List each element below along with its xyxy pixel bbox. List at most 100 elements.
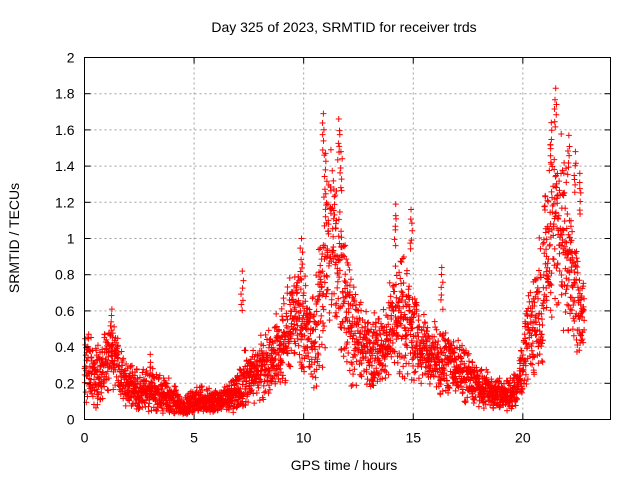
data-point (433, 362, 440, 369)
data-point (297, 245, 304, 252)
data-point (447, 368, 454, 375)
data-point (517, 371, 524, 378)
data-point (325, 221, 332, 228)
data-point (266, 368, 273, 375)
data-point (552, 85, 559, 92)
data-point (266, 339, 273, 346)
data-point (298, 336, 305, 343)
data-point (290, 330, 297, 337)
data-point (279, 359, 286, 366)
data-point (88, 334, 95, 341)
data-point (335, 140, 342, 147)
data-point (239, 307, 246, 314)
data-point (280, 340, 287, 347)
data-point (295, 302, 302, 309)
data-point (326, 317, 333, 324)
data-point (478, 367, 485, 374)
data-point (408, 237, 415, 244)
data-point (484, 369, 491, 376)
data-point (414, 329, 421, 336)
data-point (407, 331, 414, 338)
data-point (153, 407, 160, 414)
data-point (560, 227, 567, 234)
data-point (386, 279, 393, 286)
data-point (400, 280, 407, 287)
data-point (567, 217, 574, 224)
data-point (307, 330, 314, 337)
data-point (368, 352, 375, 359)
data-point (538, 310, 545, 317)
data-point (304, 326, 311, 333)
data-point (114, 335, 121, 342)
data-point (118, 348, 125, 355)
data-point (566, 143, 573, 150)
data-point (451, 349, 458, 356)
data-point (321, 186, 328, 193)
data-point (329, 167, 336, 174)
data-point (321, 242, 328, 249)
data-point (435, 338, 442, 345)
data-point (370, 329, 377, 336)
data-point (581, 317, 588, 324)
data-point (409, 356, 416, 363)
data-point (417, 339, 424, 346)
data-point (368, 326, 375, 333)
data-point (335, 216, 342, 223)
data-point (449, 380, 456, 387)
data-point (288, 347, 295, 354)
data-point (345, 350, 352, 357)
data-point (284, 350, 291, 357)
data-point (572, 181, 579, 188)
data-point (580, 280, 587, 287)
data-point (304, 344, 311, 351)
data-point (555, 212, 562, 219)
data-point (341, 298, 348, 305)
data-point (464, 352, 471, 359)
data-point (298, 256, 305, 263)
data-point (563, 286, 570, 293)
data-point (538, 357, 545, 364)
y-tick-label: 1.8 (55, 86, 75, 102)
data-point (437, 381, 444, 388)
data-point (146, 381, 153, 388)
data-point (529, 308, 536, 315)
data-point (522, 362, 529, 369)
data-point (405, 292, 412, 299)
data-point (408, 206, 415, 213)
data-point (539, 359, 546, 366)
data-point (316, 273, 323, 280)
data-point (563, 255, 570, 262)
data-point (319, 327, 326, 334)
data-point (326, 255, 333, 262)
data-point (455, 337, 462, 344)
data-point (538, 343, 545, 350)
data-point (295, 342, 302, 349)
data-point (341, 243, 348, 250)
data-point (405, 286, 412, 293)
data-point (413, 302, 420, 309)
data-point (572, 148, 579, 155)
chart-title: Day 325 of 2023, SRMTID for receiver trd… (211, 19, 476, 35)
data-point (425, 332, 432, 339)
data-point (311, 359, 318, 366)
data-point (319, 292, 326, 299)
data-point (398, 258, 405, 265)
data-point (294, 335, 301, 342)
data-point (315, 351, 322, 358)
data-point (553, 101, 560, 108)
data-point (309, 294, 316, 301)
data-point (405, 327, 412, 334)
data-point (569, 326, 576, 333)
data-point (343, 358, 350, 365)
data-point (408, 319, 415, 326)
data-point (562, 205, 569, 212)
data-point (569, 228, 576, 235)
data-point (332, 220, 339, 227)
data-point (279, 375, 286, 382)
data-point (537, 245, 544, 252)
data-point (352, 291, 359, 298)
data-point (339, 319, 346, 326)
data-point (398, 288, 405, 295)
data-point (334, 253, 341, 260)
data-point (357, 357, 364, 364)
